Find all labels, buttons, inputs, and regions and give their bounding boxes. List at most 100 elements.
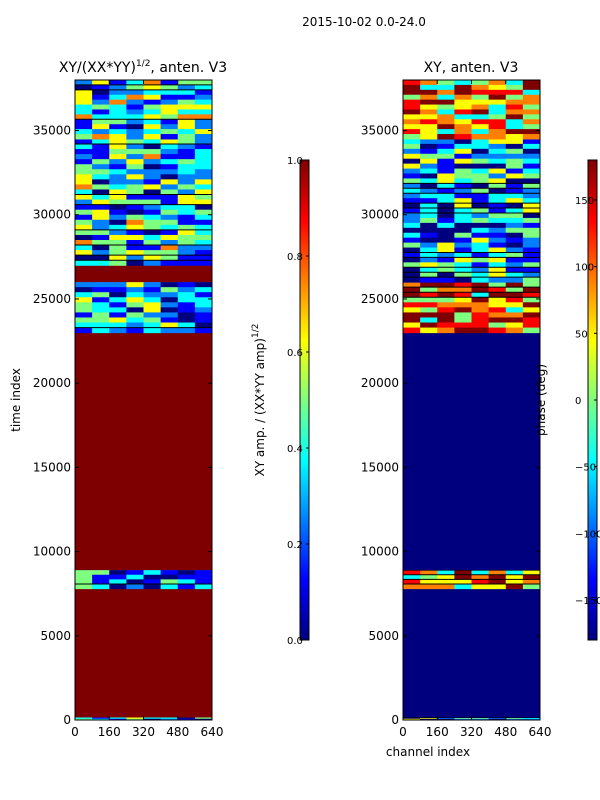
heatmap-cell — [143, 260, 162, 266]
heatmap-cell — [126, 219, 144, 226]
heatmap-cell — [437, 153, 455, 160]
heatmap-cell — [160, 114, 179, 120]
heatmap-cell — [437, 80, 455, 86]
heatmap-cell — [194, 189, 212, 196]
heatmap-cell — [177, 322, 196, 329]
heatmap-cell — [403, 232, 421, 239]
heatmap-cell — [403, 198, 421, 204]
heatmap-cell — [505, 134, 524, 140]
heatmap-cell — [522, 134, 540, 140]
heatmap-cell — [437, 138, 455, 145]
heatmap-cell — [75, 219, 93, 226]
heatmap-cell — [92, 302, 110, 308]
heatmap-cell — [488, 138, 507, 145]
heatmap-cell — [92, 189, 110, 196]
heatmap-cell — [92, 169, 110, 175]
heatmap-cell — [109, 119, 127, 125]
heatmap-cell — [488, 173, 507, 179]
heatmap-cell — [160, 307, 179, 313]
heatmap-cell — [109, 104, 127, 110]
heatmap-cell — [160, 574, 179, 580]
heatmap-cell — [177, 214, 196, 221]
heatmap-cell — [126, 245, 144, 251]
heatmap-cell — [75, 138, 93, 145]
heatmap-cell — [522, 138, 540, 145]
heatmap-cell — [160, 287, 179, 293]
heatmap-cell — [75, 149, 93, 155]
heatmap-cell — [505, 217, 524, 224]
heatmap-cell — [109, 99, 127, 106]
heatmap-cell — [109, 224, 127, 231]
heatmap-cell — [160, 179, 179, 185]
heatmap-cell — [471, 134, 490, 140]
heatmap-cell — [92, 124, 110, 130]
heatmap-cell — [177, 579, 196, 585]
y-tick-label: 5000 — [40, 629, 71, 643]
heatmap-cell — [143, 317, 162, 324]
heatmap-cell — [126, 579, 144, 585]
heatmap-cell — [420, 237, 438, 244]
heatmap-cell — [522, 232, 540, 239]
heatmap-cell — [177, 245, 196, 251]
heatmap-cell — [109, 199, 127, 206]
heatmap-cell — [522, 129, 540, 135]
heatmap-cell — [454, 212, 472, 219]
heatmap-cell — [143, 327, 162, 334]
heatmap-cell — [403, 168, 421, 175]
heatmap-cell — [454, 94, 472, 101]
heatmap-cell — [403, 570, 421, 576]
heatmap-cell — [177, 297, 196, 303]
heatmap-cell — [505, 163, 524, 170]
heatmap-cell — [143, 584, 162, 590]
heatmap-cell — [177, 94, 196, 101]
heatmap-cell — [522, 80, 540, 86]
heatmap-cell — [420, 99, 438, 106]
heatmap-cell — [403, 143, 421, 150]
heatmap-cell — [126, 149, 144, 155]
heatmap-cell — [75, 287, 93, 293]
heatmap-cell — [488, 292, 507, 298]
heatmap-cell — [126, 307, 144, 313]
heatmap-cell — [403, 193, 421, 199]
heatmap-cell — [194, 144, 212, 150]
heatmap-cell — [522, 287, 540, 293]
heatmap-cell — [454, 574, 472, 580]
heatmap-cell — [194, 159, 212, 165]
heatmap-cell — [420, 193, 438, 199]
heatmap-cell — [177, 174, 196, 180]
heatmap-cell — [194, 214, 212, 221]
heatmap-cell — [505, 237, 524, 244]
heatmap-cell — [488, 217, 507, 224]
heatmap-cell — [471, 143, 490, 150]
heatmap-cell — [454, 183, 472, 189]
heatmap-cell — [92, 579, 110, 585]
heatmap-cell — [437, 297, 455, 303]
heatmap-cell — [126, 94, 144, 101]
heatmap-cell — [522, 574, 540, 580]
heatmap-cell — [522, 292, 540, 298]
heatmap-cell — [505, 168, 524, 175]
heatmap-cell — [92, 174, 110, 180]
heatmap-cell — [454, 317, 472, 324]
heatmap-cell — [437, 232, 455, 239]
heatmap-cell — [126, 138, 144, 145]
heatmap-cell — [194, 297, 212, 303]
heatmap-cell — [454, 718, 472, 720]
heatmap-cell — [454, 163, 472, 170]
heatmap-cell — [75, 255, 93, 261]
heatmap-cell — [160, 312, 179, 318]
heatmap-cell — [522, 114, 540, 120]
heatmap-cell — [177, 124, 196, 130]
heatmap-cell — [194, 302, 212, 308]
heatmap-cell — [194, 240, 212, 246]
heatmap-cell — [420, 227, 438, 234]
heatmap-cell — [505, 80, 524, 86]
heatmap-cell — [194, 104, 212, 110]
heatmap-cell — [126, 229, 144, 236]
y-tick-label: 0 — [63, 713, 71, 727]
heatmap-cell — [454, 217, 472, 224]
heatmap-cell — [420, 247, 438, 253]
heatmap-cell — [194, 718, 212, 720]
heatmap-cell — [471, 124, 490, 130]
heatmap-cell — [194, 292, 212, 298]
